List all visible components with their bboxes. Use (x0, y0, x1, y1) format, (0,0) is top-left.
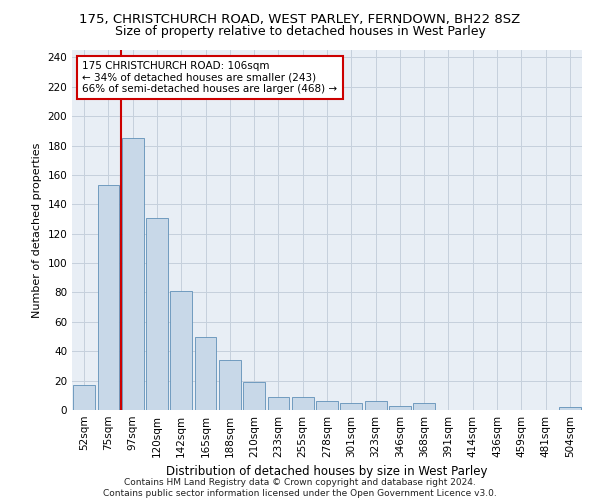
Text: 175, CHRISTCHURCH ROAD, WEST PARLEY, FERNDOWN, BH22 8SZ: 175, CHRISTCHURCH ROAD, WEST PARLEY, FER… (79, 12, 521, 26)
Text: Size of property relative to detached houses in West Parley: Size of property relative to detached ho… (115, 25, 485, 38)
Bar (219, 360, 241, 410)
Text: Contains HM Land Registry data © Crown copyright and database right 2024.
Contai: Contains HM Land Registry data © Crown c… (103, 478, 497, 498)
Text: 175 CHRISTCHURCH ROAD: 106sqm
← 34% of detached houses are smaller (243)
66% of : 175 CHRISTCHURCH ROAD: 106sqm ← 34% of d… (82, 61, 337, 94)
Bar (559, 407, 581, 410)
Bar (170, 291, 192, 410)
Bar (194, 336, 217, 410)
Bar (122, 138, 143, 410)
Bar (146, 218, 168, 410)
Bar (389, 406, 411, 410)
Bar (340, 402, 362, 410)
Bar (365, 401, 386, 410)
Bar (97, 185, 119, 410)
Bar (413, 402, 435, 410)
X-axis label: Distribution of detached houses by size in West Parley: Distribution of detached houses by size … (166, 466, 488, 478)
Y-axis label: Number of detached properties: Number of detached properties (32, 142, 42, 318)
Bar (243, 382, 265, 410)
Bar (292, 397, 314, 410)
Bar (73, 385, 95, 410)
Bar (268, 397, 289, 410)
Bar (316, 401, 338, 410)
